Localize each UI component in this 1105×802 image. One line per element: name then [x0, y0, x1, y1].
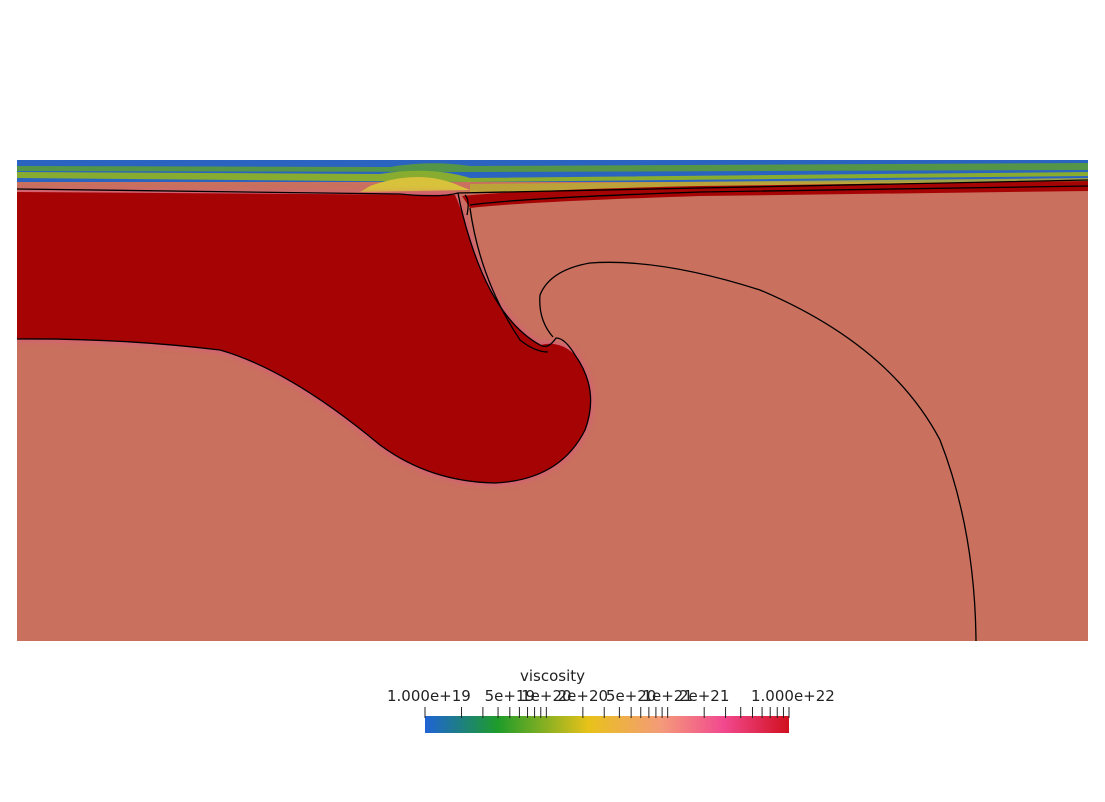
- colorbar-tick-label: 1e+20: [521, 687, 572, 705]
- colorbar: [424, 707, 790, 733]
- subducting-slab: [17, 192, 591, 483]
- colorbar-tick-label: 5e+19: [484, 687, 536, 705]
- colorbar-tick-label: 5e+20: [605, 687, 657, 705]
- colorbar-title: viscosity: [519, 667, 586, 685]
- colorbar-tick-label: 2e+21: [678, 687, 730, 705]
- colorbar-tick-label: 2e+20: [557, 687, 609, 705]
- colorbar-tick-label: 1e+21: [642, 687, 693, 705]
- colorbar-ticks: [424, 707, 790, 718]
- simulation-domain: [17, 160, 1088, 641]
- material-contours: [17, 179, 1088, 641]
- colorbar-min-label: 1.000e+19: [387, 687, 471, 705]
- overriding-plate: [462, 181, 1088, 208]
- colorbar-gradient: [425, 716, 789, 733]
- colorbar-max-label: 1.000e+22: [751, 687, 835, 705]
